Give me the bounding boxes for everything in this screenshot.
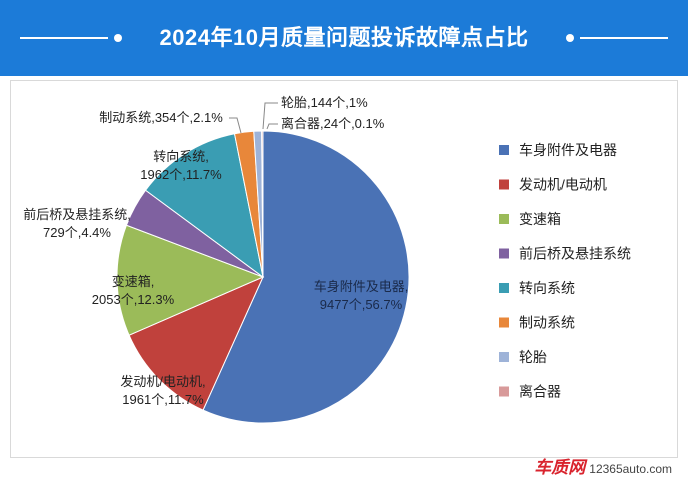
- left-decoration-line: [20, 37, 108, 39]
- data-label-7: 轮胎,144个,1%: [281, 95, 368, 110]
- legend-label-8: 离合器: [519, 384, 561, 400]
- site-url: 12365auto.com: [589, 462, 672, 476]
- data-label-6: 制动系统,354个,2.1%: [99, 110, 223, 125]
- left-decoration-dot: [114, 34, 122, 42]
- legend-label-2: 发动机/电动机: [519, 177, 607, 193]
- right-decoration-line: [580, 37, 668, 39]
- site-logo: 车质网 12365auto.com: [534, 453, 672, 477]
- legend-label-5: 转向系统: [519, 280, 575, 296]
- legend-swatch-8: [499, 386, 509, 397]
- data-label-4: 前后桥及悬挂系统, 729个,4.4%: [23, 207, 131, 240]
- legend-swatch-2: [499, 179, 509, 190]
- data-label-3: 变速箱, 2053个,12.3%: [92, 274, 175, 307]
- leader-line-6: [229, 117, 242, 134]
- legend-label-7: 轮胎: [519, 349, 547, 365]
- pie-slice-8: [261, 130, 264, 278]
- legend-swatch-3: [499, 214, 509, 224]
- legend-swatch-4: [499, 248, 509, 259]
- leader-line-8: [266, 123, 278, 130]
- pie-chart: 车身附件及电器, 9477个,56.7% 发动机/电动机, 1961个,11.7% 变速…: [23, 95, 631, 424]
- pie-slice-3: [116, 224, 265, 336]
- legend-swatch-1: [499, 145, 509, 155]
- legend-label-6: 制动系统: [519, 315, 575, 331]
- data-label-5: 转向系统, 1962个,11.7%: [140, 149, 222, 182]
- legend-swatch-7: [499, 352, 509, 362]
- brand-logo-text: 车质网: [534, 458, 586, 477]
- pie-slice-1: [202, 130, 410, 424]
- title-banner: 2024年10月质量问题投诉故障点占比: [0, 0, 688, 76]
- data-label-8: 离合器,24个,0.1%: [281, 116, 385, 131]
- data-label-1: 车身附件及电器, 9477个,56.7%: [314, 279, 409, 312]
- legend-label-4: 前后桥及悬挂系统: [519, 246, 631, 262]
- chart-panel: 车身附件及电器, 9477个,56.7% 发动机/电动机, 1961个,11.7% 变速…: [10, 80, 678, 458]
- page-title: 2024年10月质量问题投诉故障点占比: [159, 25, 529, 50]
- data-label-2: 发动机/电动机, 1961个,11.7%: [120, 374, 205, 407]
- legend-swatch-5: [499, 283, 509, 293]
- leader-line-7: [262, 102, 278, 130]
- right-decoration-dot: [566, 34, 574, 42]
- legend-label-3: 变速箱: [519, 211, 561, 227]
- pie-slice-5: [144, 133, 264, 279]
- pie-slice-2: [128, 276, 264, 411]
- legend-label-1: 车身附件及电器: [519, 142, 617, 158]
- legend-swatch-6: [499, 317, 509, 328]
